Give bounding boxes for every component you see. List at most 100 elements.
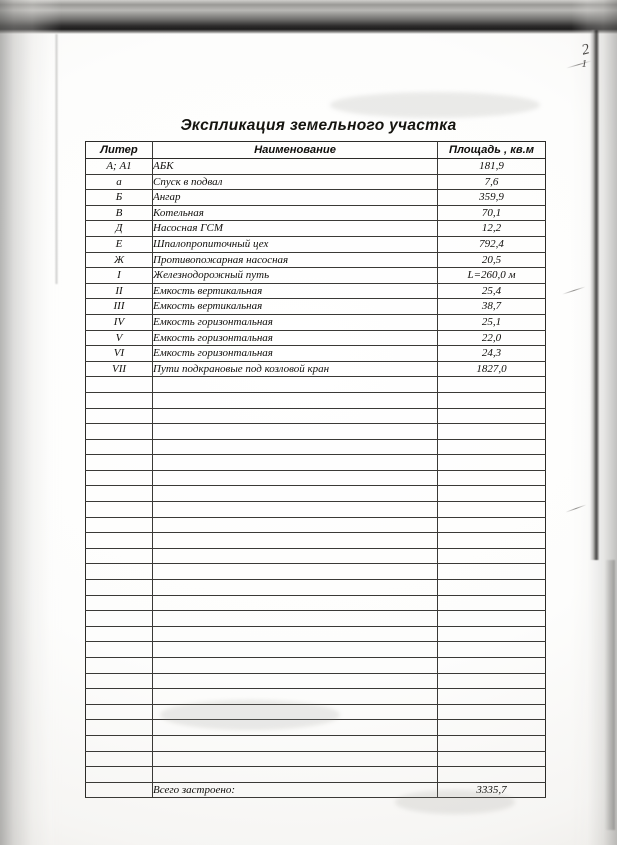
cell-liter (85, 703, 153, 721)
cell-liter (85, 516, 153, 534)
table-row: VII Пути подкрановые под козловой кран 182… (85, 360, 546, 378)
cell-liter (85, 423, 153, 440)
cell-liter (85, 672, 153, 690)
cell-area (437, 641, 546, 658)
cell-name (152, 657, 438, 674)
cell-area: L=260,0 м (437, 267, 546, 284)
table-row: Д Насосная ГСМ 12,2 (85, 220, 546, 237)
table-row: Е Шпалопропиточный цех 792,4 (85, 235, 546, 253)
cell-name (152, 579, 438, 596)
table-row-blank (85, 532, 546, 549)
table-row-blank (85, 516, 546, 534)
cell-liter: В (85, 204, 153, 222)
cell-area: 70,1 (437, 204, 546, 222)
table-row-blank (85, 625, 546, 643)
table-row-blank (85, 376, 546, 393)
cell-liter: Ж (85, 251, 153, 269)
cell-liter (85, 688, 153, 705)
cell-name: Пути подкрановые под козловой кран (152, 360, 438, 378)
cell-area: 792,4 (437, 235, 546, 253)
cell-name (152, 672, 438, 690)
cell-name (152, 485, 438, 503)
cell-area (437, 750, 546, 768)
cell-liter (85, 766, 153, 783)
cell-area (437, 734, 546, 752)
scan-smudge (395, 790, 515, 814)
table-row-blank (85, 719, 546, 736)
table-row: а Спуск в подвал 7,6 (85, 173, 546, 191)
cell-area (437, 423, 546, 440)
cell-liter (85, 438, 153, 456)
table-row: IV Емкость горизонтальная 25,1 (85, 313, 546, 331)
table-row-blank (85, 594, 546, 612)
table-row-blank (85, 641, 546, 658)
cell-liter (85, 719, 153, 736)
cell-liter (85, 469, 153, 487)
cell-area (437, 657, 546, 674)
cell-liter (85, 579, 153, 596)
table-row-blank (85, 579, 546, 596)
cell-name (152, 594, 438, 612)
table-row-blank (85, 563, 546, 581)
scan-smudge (160, 700, 340, 730)
cell-liter (85, 532, 153, 549)
cell-name (152, 610, 438, 627)
cell-area (437, 703, 546, 721)
cell-name (152, 516, 438, 534)
cell-area (437, 579, 546, 596)
cell-area: 20,5 (437, 251, 546, 269)
cell-area: 3335,7 (437, 781, 546, 799)
cell-liter: VII (85, 360, 153, 378)
cell-liter (85, 610, 153, 627)
column-header-area: Площадь , кв.м (437, 141, 546, 159)
cell-liter: Д (85, 220, 153, 237)
cell-area: 7,6 (437, 173, 546, 191)
cell-area (437, 547, 546, 565)
table-header: Литер Наименование Площадь , кв.м (85, 141, 546, 159)
table-row-blank (85, 610, 546, 627)
table-row-blank (85, 391, 546, 409)
cell-liter: а (85, 173, 153, 191)
table-row: I Железнодорожный путь L=260,0 м (85, 267, 546, 284)
cell-liter (85, 501, 153, 518)
cell-liter: III (85, 298, 153, 315)
cell-area: 25,4 (437, 282, 546, 300)
cell-name: Емкость горизонтальная (152, 313, 438, 331)
cell-name: Насосная ГСМ (152, 220, 438, 237)
cell-name: Шпалопропиточный цех (152, 235, 438, 253)
cell-area: 38,7 (437, 298, 546, 315)
cell-name: Всего застроено: (152, 781, 438, 799)
scan-shadow-left (0, 0, 62, 845)
cell-name (152, 641, 438, 658)
cell-area (437, 485, 546, 503)
cell-area (437, 719, 546, 736)
cell-name: Емкость горизонтальная (152, 329, 438, 347)
paper-fold-line (55, 34, 58, 284)
cell-liter: Е (85, 235, 153, 253)
cell-liter (85, 657, 153, 674)
cell-area (437, 610, 546, 627)
table-row-blank (85, 672, 546, 690)
table-row-blank (85, 688, 546, 705)
cell-area: 22,0 (437, 329, 546, 347)
cell-name (152, 766, 438, 783)
cell-name (152, 423, 438, 440)
table-row-blank (85, 469, 546, 487)
cell-name (152, 563, 438, 581)
table-row-blank (85, 407, 546, 425)
cell-liter (85, 454, 153, 471)
handwritten-tick-mark: 1 (581, 58, 588, 70)
cell-liter (85, 547, 153, 565)
column-header-liter: Литер (85, 141, 153, 159)
cell-name: Спуск в подвал (152, 173, 438, 191)
cell-name (152, 438, 438, 456)
cell-name (152, 501, 438, 518)
table-row-total: Всего застроено: 3335,7 (85, 781, 546, 799)
cell-name (152, 469, 438, 487)
cell-liter (85, 781, 153, 799)
table-row-blank (85, 423, 546, 440)
cell-liter: Б (85, 189, 153, 206)
cell-area: 24,3 (437, 345, 546, 362)
cell-name: Противопожарная насосная (152, 251, 438, 269)
cell-area: 1827,0 (437, 360, 546, 378)
